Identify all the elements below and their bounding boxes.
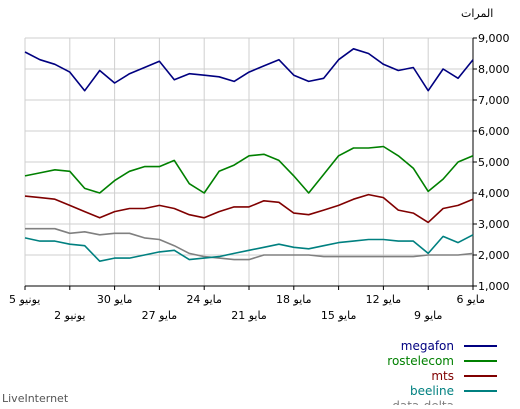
x-tick-label: 18 مايو xyxy=(276,293,312,306)
x-tick-label: 21 مايو xyxy=(231,309,267,322)
y-tick-label: 3,000 xyxy=(478,218,510,231)
axes xyxy=(24,37,477,290)
footer-credit: LiveInternet xyxy=(2,392,69,405)
y-tick-label: 2,000 xyxy=(478,249,510,262)
x-tick-label: 30 مايو xyxy=(97,293,133,306)
y-tick-label: 6,000 xyxy=(478,125,510,138)
series-line-data-delta xyxy=(25,227,474,261)
y-tick-label: 8,000 xyxy=(478,63,510,76)
series-line-megafon xyxy=(24,47,474,92)
legend-label: data-delta xyxy=(392,399,454,405)
tick-labels: 1,000 2,000 3,000 4,000 5,000 6,000 7,000 8,000… xyxy=(9,32,510,322)
y-tick-label: 5,000 xyxy=(478,156,510,169)
x-tick-label: 15 مايو xyxy=(321,309,357,322)
y-axis-title: المرات xyxy=(461,7,493,20)
grid xyxy=(24,37,474,287)
legend-label: megafon xyxy=(401,339,454,353)
x-tick-label: 5 يونيو xyxy=(9,293,40,306)
x-tick-label: 2 يونيو xyxy=(54,309,85,322)
legend-label: rostelecom xyxy=(387,354,454,368)
x-tick-label: 24 مايو xyxy=(186,293,222,306)
x-tick-label: 6 مايو xyxy=(457,293,486,306)
series-line-mts xyxy=(24,193,474,224)
series-line-rostelecom xyxy=(24,145,474,194)
y-tick-label: 1,000 xyxy=(478,280,510,293)
legend-label: beeline xyxy=(410,384,454,398)
x-tick-label: 12 مايو xyxy=(366,293,402,306)
legend: megafonrostelecommtsbeelinedata-delta xyxy=(387,339,497,409)
y-tick-label: 4,000 xyxy=(478,187,510,200)
legend-label: mts xyxy=(431,369,454,383)
y-tick-label: 9,000 xyxy=(478,32,510,45)
series-line-beeline xyxy=(24,234,474,263)
x-tick-label: 9 مايو xyxy=(414,309,443,322)
y-tick-label: 7,000 xyxy=(478,94,510,107)
series-lines xyxy=(24,47,474,263)
x-tick-label: 27 مايو xyxy=(142,309,178,322)
